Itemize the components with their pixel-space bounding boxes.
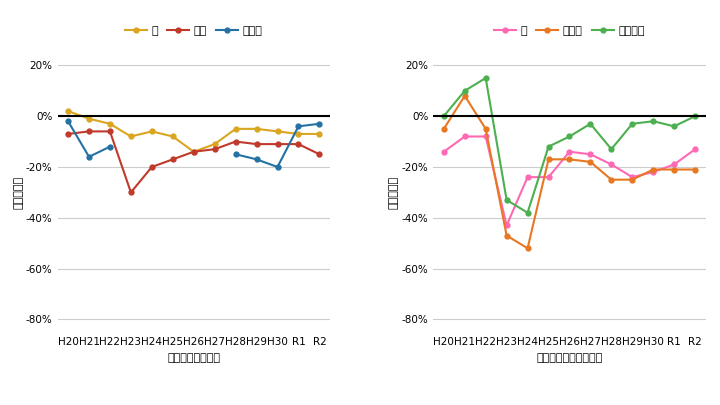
牛肉 xyxy=(106,129,114,134)
桃 xyxy=(586,152,595,157)
ピーマン xyxy=(586,122,595,126)
Legend: 桃, 干し柿, ピーマン: 桃, 干し柿, ピーマン xyxy=(490,22,649,41)
桃 xyxy=(628,175,636,179)
米 xyxy=(168,134,177,139)
米 xyxy=(294,132,303,136)
牛肉 xyxy=(189,149,198,154)
干し柿 xyxy=(460,94,469,98)
牛肉 xyxy=(252,142,261,147)
干し柿 xyxy=(544,157,553,162)
米 xyxy=(315,132,324,136)
ヒラメ xyxy=(85,154,94,159)
X-axis label: 年度（干し柿は産年）: 年度（干し柿は産年） xyxy=(536,352,603,362)
牛肉 xyxy=(294,142,303,147)
ピーマン xyxy=(670,124,678,129)
Legend: 米, 牛肉, ヒラメ: 米, 牛肉, ヒラメ xyxy=(120,22,267,41)
干し柿 xyxy=(482,126,490,131)
桃 xyxy=(523,175,532,179)
X-axis label: 年度（米は産年）: 年度（米は産年） xyxy=(167,352,220,362)
ピーマン xyxy=(628,122,636,126)
牛肉 xyxy=(210,147,219,151)
干し柿 xyxy=(503,233,511,238)
米 xyxy=(127,134,135,139)
干し柿 xyxy=(628,177,636,182)
牛肉 xyxy=(148,164,156,169)
米 xyxy=(148,129,156,134)
牛肉 xyxy=(64,132,73,136)
桃 xyxy=(670,162,678,167)
干し柿 xyxy=(670,167,678,172)
干し柿 xyxy=(690,167,699,172)
ピーマン xyxy=(607,147,616,151)
米 xyxy=(231,126,240,131)
米 xyxy=(85,116,94,121)
ピーマン xyxy=(565,134,574,139)
干し柿 xyxy=(607,177,616,182)
米 xyxy=(273,129,282,134)
干し柿 xyxy=(586,160,595,164)
ピーマン xyxy=(482,76,490,81)
Line: ピーマン: ピーマン xyxy=(441,76,698,215)
ピーマン xyxy=(460,88,469,93)
桃 xyxy=(482,134,490,139)
Y-axis label: 価格の指数: 価格の指数 xyxy=(13,176,23,209)
ピーマン xyxy=(544,144,553,149)
桃 xyxy=(503,223,511,228)
ピーマン xyxy=(690,114,699,119)
Line: 干し柿: 干し柿 xyxy=(441,94,698,251)
牛肉 xyxy=(168,157,177,162)
Line: ヒラメ: ヒラメ xyxy=(66,119,112,159)
干し柿 xyxy=(649,167,657,172)
Line: 牛肉: 牛肉 xyxy=(66,129,322,195)
桃 xyxy=(565,149,574,154)
干し柿 xyxy=(439,126,448,131)
Y-axis label: 価格の指数: 価格の指数 xyxy=(389,176,399,209)
桃 xyxy=(649,170,657,175)
米 xyxy=(106,122,114,126)
牛肉 xyxy=(231,139,240,144)
桃 xyxy=(460,134,469,139)
Line: 桃: 桃 xyxy=(441,134,698,228)
Line: 米: 米 xyxy=(66,109,322,154)
干し柿 xyxy=(523,246,532,251)
牛肉 xyxy=(85,129,94,134)
牛肉 xyxy=(127,190,135,195)
米 xyxy=(252,126,261,131)
米 xyxy=(210,142,219,147)
桃 xyxy=(690,147,699,151)
ヒラメ xyxy=(106,144,114,149)
ピーマン xyxy=(439,114,448,119)
米 xyxy=(64,109,73,113)
ピーマン xyxy=(649,119,657,124)
干し柿 xyxy=(565,157,574,162)
ピーマン xyxy=(503,198,511,202)
ヒラメ xyxy=(64,119,73,124)
桃 xyxy=(439,149,448,154)
桃 xyxy=(544,175,553,179)
牛肉 xyxy=(315,152,324,157)
ピーマン xyxy=(523,210,532,215)
牛肉 xyxy=(273,142,282,147)
米 xyxy=(189,149,198,154)
桃 xyxy=(607,162,616,167)
